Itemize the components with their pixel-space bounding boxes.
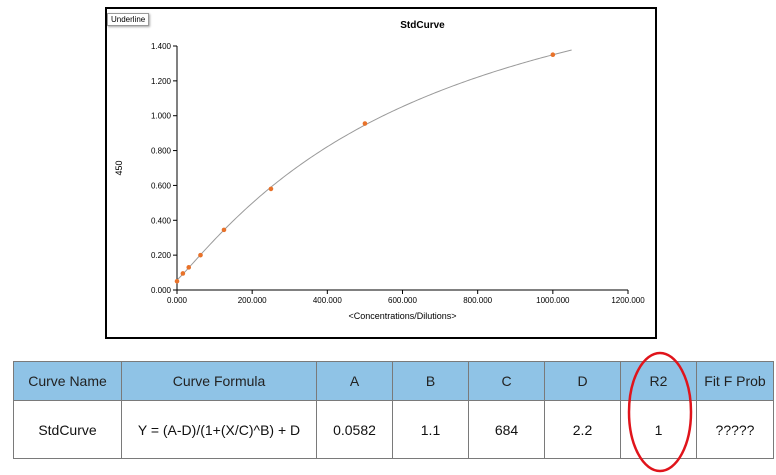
x-tick-label: 600.000 <box>388 296 417 305</box>
header-fit-f-prob: Fit F Prob <box>696 361 774 401</box>
data-point <box>174 278 180 284</box>
header-a: A <box>316 361 393 401</box>
y-tick-label: 0.000 <box>151 286 172 295</box>
data-point <box>268 186 274 192</box>
header-d: D <box>544 361 621 401</box>
header-r2: R2 <box>620 361 697 401</box>
y-tick-label: 0.600 <box>151 181 172 190</box>
x-tick-label: 1000.000 <box>536 296 570 305</box>
cell-fit-f-prob: ????? <box>696 400 774 459</box>
y-tick-label: 1.000 <box>151 112 172 121</box>
chart-frame: StdCurve 0.000 0.200 0.400 0.600 0.800 1.000 1.… <box>105 7 657 339</box>
y-axis-label: 450 <box>114 160 124 175</box>
data-point <box>221 227 227 233</box>
table-header-row: Curve Name Curve Formula A B C D R2 Fit … <box>13 361 774 401</box>
fit-curve <box>176 49 572 281</box>
y-tick-label: 1.400 <box>151 42 172 51</box>
x-tick-label: 200.000 <box>238 296 267 305</box>
x-axis-label: <Concentrations/Dilutions> <box>348 311 456 321</box>
cell-c: 684 <box>468 400 545 459</box>
cell-curve-name: StdCurve <box>13 400 122 459</box>
x-tick-label: 1200.000 <box>611 296 645 305</box>
x-tick-label: 800.000 <box>463 296 492 305</box>
header-b: B <box>392 361 469 401</box>
cell-d: 2.2 <box>544 400 621 459</box>
table-row: StdCurve Y = (A-D)/(1+(X/C)^B) + D 0.058… <box>13 400 774 459</box>
y-tick-label: 0.400 <box>151 216 172 225</box>
data-point <box>186 265 192 270</box>
chart-title: StdCurve <box>400 20 445 31</box>
cell-r2: 1 <box>620 400 697 459</box>
y-tick-label: 0.200 <box>151 251 172 260</box>
data-point <box>550 52 556 58</box>
header-curve-name: Curve Name <box>13 361 122 401</box>
x-tick-label: 0.000 <box>167 296 188 305</box>
data-point <box>198 252 203 258</box>
y-tick-label: 0.800 <box>151 147 172 156</box>
std-curve-chart: StdCurve 0.000 0.200 0.400 0.600 0.800 1.000 1.… <box>114 20 645 321</box>
header-c: C <box>468 361 545 401</box>
data-point <box>362 121 368 126</box>
data-point <box>180 271 186 276</box>
curve-results-table: Curve Name Curve Formula A B C D R2 Fit … <box>13 361 774 459</box>
y-tick-label: 1.200 <box>151 77 172 86</box>
x-tick-label: 400.000 <box>313 296 342 305</box>
cell-curve-formula: Y = (A-D)/(1+(X/C)^B) + D <box>121 400 317 459</box>
header-curve-formula: Curve Formula <box>121 361 317 401</box>
underline-tooltip: Underline <box>107 13 150 26</box>
cell-a: 0.0582 <box>316 400 393 459</box>
cell-b: 1.1 <box>392 400 469 459</box>
